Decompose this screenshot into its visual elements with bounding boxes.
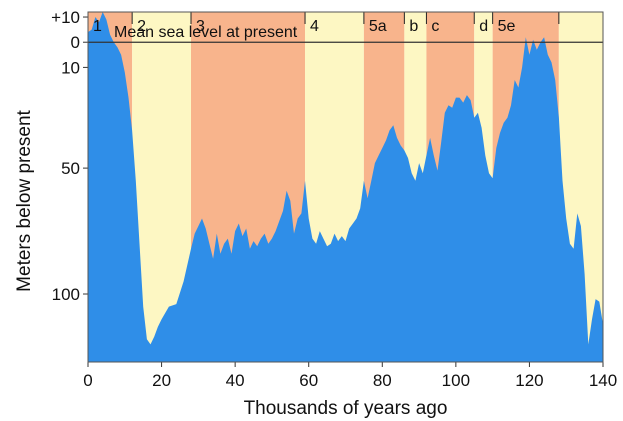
stage-label-2: 2: [137, 18, 146, 35]
stage-label-1: 1: [93, 18, 102, 35]
y-tick-label: 0: [71, 33, 80, 52]
x-tick-label: 20: [152, 371, 171, 390]
x-axis-ticks: 0 20 40 60 80 100 120 140: [83, 362, 617, 390]
x-tick-label: 140: [589, 371, 617, 390]
plot-frame: [87, 11, 604, 363]
y-tick-label: 10: [61, 58, 80, 77]
stage-label-d: d: [479, 18, 488, 35]
y-tick-label: 50: [61, 159, 80, 178]
sea-level-area: [88, 12, 603, 362]
y-axis-title: Meters below present: [14, 109, 35, 291]
stage-label-5a: 5a: [369, 18, 387, 35]
y-axis-ticks: +10 0 10 50 100: [51, 8, 88, 304]
x-tick-label: 120: [515, 371, 543, 390]
mean-sea-level-label: Mean sea level at present: [114, 24, 298, 41]
x-axis-title: Thousands of years ago: [244, 398, 448, 419]
stage-label-c: c: [431, 18, 439, 35]
stage-label-b: b: [409, 18, 418, 35]
x-tick-label: 100: [442, 371, 470, 390]
y-tick-label: 100: [52, 285, 80, 304]
stage-labels: 1 2 3 4 5a b c d 5e: [87, 12, 560, 35]
stage-label-4: 4: [310, 18, 319, 35]
x-tick-label: 80: [373, 371, 392, 390]
stage-label-5e: 5e: [498, 18, 516, 35]
x-tick-label: 40: [226, 371, 245, 390]
stage-label-3: 3: [196, 18, 205, 35]
x-tick-label: 60: [299, 371, 318, 390]
y-tick-label: +10: [51, 8, 80, 27]
x-tick-label: 0: [83, 371, 92, 390]
